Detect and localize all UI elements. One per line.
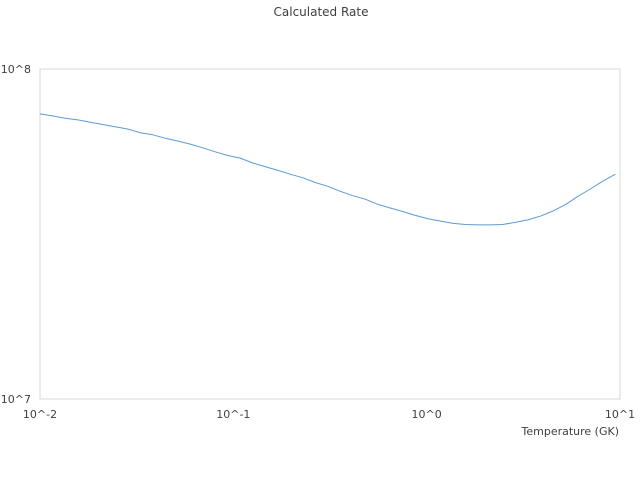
x-tick-label: 10^0 <box>412 408 442 421</box>
y-tick-label: 10^8 <box>1 63 31 76</box>
x-axis-ticks: 10^-2 10^-1 10^0 10^1 <box>23 408 635 421</box>
x-tick-label: 10^-1 <box>216 408 250 421</box>
x-tick-label: 10^-2 <box>23 408 57 421</box>
series-line <box>39 113 616 226</box>
y-axis-ticks: 10^7 10^8 <box>1 63 31 406</box>
x-tick-label: 10^1 <box>605 408 635 421</box>
series-layer <box>39 113 616 226</box>
plot-area <box>39 68 621 400</box>
y-tick-label: 10^7 <box>1 393 31 406</box>
chart-title: Calculated Rate <box>274 5 369 19</box>
x-axis-label: Temperature (GK) <box>521 425 620 438</box>
